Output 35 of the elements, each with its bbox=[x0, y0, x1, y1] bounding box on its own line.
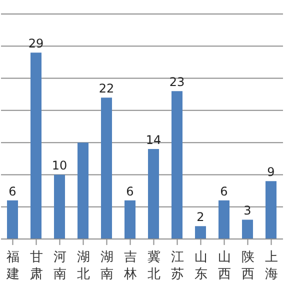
bar bbox=[7, 200, 18, 239]
data-label: 10 bbox=[52, 158, 68, 173]
x-tick-label: 陕西 bbox=[241, 250, 254, 282]
bar bbox=[242, 220, 253, 239]
data-label: 6 bbox=[220, 184, 228, 198]
x-tick-label: 江苏 bbox=[170, 250, 184, 282]
bar bbox=[78, 142, 88, 239]
bar bbox=[124, 200, 136, 239]
bar bbox=[266, 181, 276, 239]
data-label: 3 bbox=[244, 204, 252, 218]
data-label: 22 bbox=[98, 82, 114, 96]
bar bbox=[172, 91, 182, 239]
x-tick-label: 甘肃 bbox=[30, 250, 43, 282]
x-tick-label: 福建 bbox=[5, 250, 20, 282]
x-tick-label: 吉林 bbox=[122, 250, 137, 282]
data-label: 14 bbox=[146, 133, 162, 147]
x-tick-label: 湖北 bbox=[76, 250, 90, 282]
data-label: 9 bbox=[267, 165, 275, 180]
x-tick-label: 山东 bbox=[194, 250, 208, 282]
x-tick-label: 湖南 bbox=[100, 250, 114, 282]
data-label: 2 bbox=[196, 210, 204, 224]
x-tick-label: 上海 bbox=[264, 250, 278, 282]
bar bbox=[54, 174, 65, 239]
x-tick-label: 冀北 bbox=[147, 250, 160, 282]
bar bbox=[218, 200, 230, 239]
bar bbox=[101, 98, 112, 239]
data-label: 6 bbox=[126, 184, 134, 198]
x-tick-label: 河南 bbox=[53, 250, 66, 282]
data-label: 29 bbox=[28, 36, 44, 51]
data-label: 23 bbox=[169, 75, 185, 90]
bar bbox=[148, 149, 159, 239]
data-label: 6 bbox=[8, 184, 16, 198]
x-tick-label: 山西 bbox=[218, 250, 231, 282]
bar bbox=[30, 52, 42, 239]
bar bbox=[195, 226, 206, 239]
